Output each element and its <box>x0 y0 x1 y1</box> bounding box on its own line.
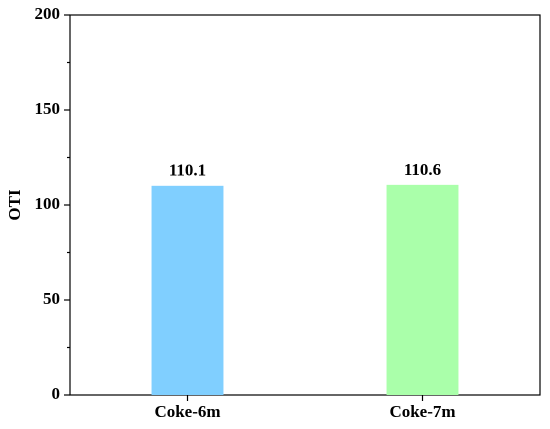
y-axis-label: OTI <box>5 189 24 221</box>
plot-frame <box>69 14 541 396</box>
bar <box>386 184 459 395</box>
y-tick-label: 0 <box>52 384 61 403</box>
y-tick-label: 200 <box>35 4 61 23</box>
x-tick-label: Coke-6m <box>154 402 220 421</box>
data-label: 110.6 <box>404 160 441 179</box>
y-tick-label: 50 <box>43 289 60 308</box>
bar <box>151 185 224 395</box>
data-label: 110.1 <box>169 161 206 180</box>
y-tick-label: 150 <box>35 99 61 118</box>
x-tick-label: Coke-7m <box>389 402 455 421</box>
y-tick-label: 100 <box>35 194 61 213</box>
